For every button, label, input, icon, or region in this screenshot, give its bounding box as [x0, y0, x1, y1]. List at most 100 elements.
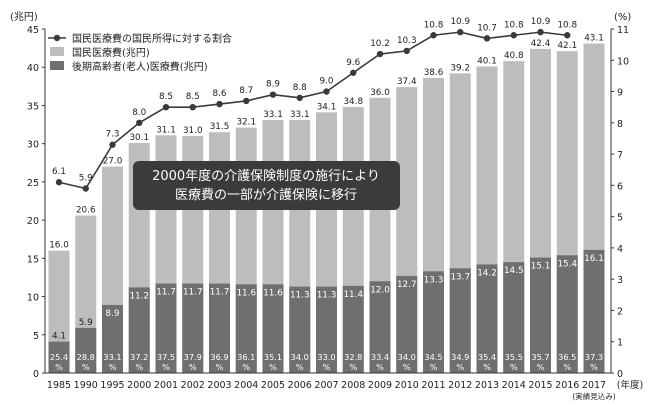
ratio-point — [430, 32, 437, 39]
x-note: (実績見込み) — [572, 391, 615, 401]
bar-elderly — [102, 304, 123, 373]
right-tick-label: 10 — [617, 56, 629, 67]
label-share-percent: 36.1 — [237, 352, 255, 362]
label-share-unit: % — [296, 362, 304, 372]
ratio-label: 6.1 — [52, 167, 66, 177]
x-tick-label: 2014 — [502, 380, 526, 391]
label-share-unit: % — [349, 362, 357, 372]
bar-elderly — [155, 283, 177, 373]
label-total: 31.0 — [183, 126, 203, 136]
x-tick-label: 2017 — [582, 380, 606, 391]
ratio-point — [537, 28, 544, 36]
label-elderly: 12.0 — [370, 285, 390, 295]
right-tick-label: 0 — [617, 369, 623, 380]
label-share-unit: % — [135, 362, 143, 372]
annotation-line-2: 医療費の一部が介護保険に移行 — [175, 187, 357, 203]
legend: 国民医療費の国民所得に対する割合 国民医療費(兆円) 後期高齢者(老人)医療費(… — [48, 32, 232, 73]
label-elderly: 16.1 — [584, 254, 604, 264]
bar-elderly — [369, 281, 391, 373]
label-share-unit: % — [242, 362, 250, 372]
x-tick-label: 2010 — [395, 380, 419, 391]
ratio-label: 8.5 — [186, 92, 200, 102]
label-elderly: 4.1 — [52, 332, 66, 342]
label-share-percent: 37.2 — [130, 352, 148, 362]
label-share-percent: 34.9 — [451, 352, 469, 362]
left-tick-label: 15 — [27, 254, 39, 265]
legend-item-ratio: 国民医療費の国民所得に対する割合 — [72, 32, 232, 45]
left-tick-label: 25 — [27, 178, 39, 189]
label-share-unit: % — [376, 362, 384, 372]
annotation-background — [133, 161, 400, 210]
left-tick-label: 40 — [27, 63, 39, 74]
label-total: 42.4 — [531, 39, 551, 49]
label-share-percent: 25.4 — [50, 352, 68, 362]
label-share-unit: % — [563, 362, 571, 372]
label-share-unit: % — [269, 362, 277, 372]
ratio-point — [510, 32, 517, 39]
ratio-label: 10.8 — [424, 20, 444, 30]
x-tick-label: 2004 — [234, 380, 258, 391]
ratio-label: 10.2 — [370, 39, 390, 49]
label-total: 37.4 — [397, 77, 417, 87]
ratio-point — [376, 50, 384, 58]
ratio-point — [296, 94, 303, 102]
ratio-line: 6.1 5.9 7.3 8.0 8.5 8.5 8.6 8.7 8.9 8.8 9.0 9.6 10.2… — [52, 17, 577, 192]
label-total: 38.6 — [424, 68, 444, 78]
label-share-unit: % — [189, 362, 197, 372]
x-tick-label: 2013 — [475, 380, 499, 391]
label-share-percent: 32.8 — [344, 352, 362, 362]
label-elderly: 14.5 — [504, 266, 524, 276]
x-tick-label: 2016 — [555, 380, 579, 391]
label-total: 33.1 — [290, 110, 310, 120]
left-axis-unit: (兆円) — [10, 11, 38, 23]
label-share-unit: % — [323, 362, 331, 372]
x-tick-label: 2015 — [528, 380, 552, 391]
bar-elderly — [316, 286, 337, 373]
x-tick-label: 2000 — [127, 380, 151, 391]
label-share-percent: 36.5 — [558, 352, 576, 362]
ratio-point — [403, 47, 410, 55]
ratio-point — [189, 103, 196, 111]
label-total: 34.8 — [343, 97, 363, 107]
label-share-unit: % — [483, 362, 491, 372]
label-total: 40.8 — [504, 51, 524, 61]
bar-elderly — [75, 327, 97, 373]
right-tick-label: 1 — [617, 338, 623, 349]
ratio-point — [162, 103, 170, 111]
label-elderly: 13.7 — [450, 272, 470, 282]
label-elderly: 12.7 — [397, 280, 417, 290]
right-tick-label: 4 — [617, 244, 623, 255]
label-elderly: 14.2 — [477, 268, 497, 278]
ratio-label: 8.8 — [293, 83, 307, 93]
ratio-label: 10.3 — [397, 36, 417, 46]
bar-elderly — [262, 284, 284, 373]
x-tick-label: 2002 — [181, 380, 205, 391]
label-total: 33.1 — [263, 110, 283, 120]
ratio-label: 9.0 — [320, 77, 334, 87]
ratio-label: 7.3 — [106, 130, 120, 140]
label-share-unit: % — [216, 362, 224, 372]
ratio-polyline — [58, 31, 568, 190]
bar-elderly — [396, 275, 418, 373]
x-tick-label: 1990 — [74, 380, 98, 391]
ratio-point — [243, 97, 250, 105]
label-total: 27.0 — [103, 157, 123, 167]
ratio-point — [82, 185, 89, 192]
legend-swatch-total — [50, 47, 64, 56]
right-tick-label: 9 — [617, 88, 623, 99]
label-total: 42.1 — [557, 41, 577, 51]
label-elderly: 13.3 — [424, 275, 444, 285]
label-share-percent: 34.0 — [398, 352, 416, 362]
legend-swatch-elderly — [50, 61, 64, 70]
label-share-percent: 28.8 — [77, 352, 95, 362]
label-total: 36.0 — [370, 88, 390, 98]
label-share-unit: % — [537, 362, 545, 372]
label-share-unit: % — [55, 362, 63, 372]
label-share-unit: % — [109, 362, 117, 372]
bar-elderly — [530, 257, 551, 373]
label-share-percent: 35.4 — [478, 352, 496, 362]
x-tick-label: 1995 — [100, 380, 124, 391]
bar-elderly — [503, 262, 525, 373]
bar-elderly — [449, 268, 471, 373]
label-total: 43.1 — [584, 34, 604, 44]
